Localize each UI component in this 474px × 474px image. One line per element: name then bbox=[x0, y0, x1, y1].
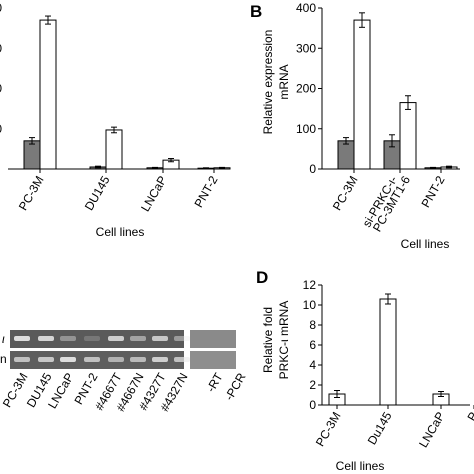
x-tick-label: PNT-2 bbox=[418, 173, 447, 210]
y-tick-label: 2 bbox=[309, 378, 316, 392]
x-tick-label: PC-3M bbox=[16, 174, 47, 213]
x-tick-label: PC-3M bbox=[313, 410, 344, 449]
x-tick-label: PNT-2 bbox=[191, 173, 220, 210]
panel-d: D Relative fold PRKC-ι mRNA 0 2 4 6 8 10 12 PC-3M D… bbox=[256, 268, 474, 473]
panel-label: D bbox=[256, 268, 268, 287]
bar bbox=[337, 140, 355, 170]
gel-lane-label: -RT bbox=[204, 370, 226, 395]
y-tick-label: 0 bbox=[0, 122, 2, 136]
panel-label: B bbox=[250, 2, 262, 21]
y-axis-label: Relative expression bbox=[261, 30, 275, 135]
x-tick-label: LNCaP bbox=[138, 174, 169, 215]
gel-control-lower bbox=[190, 351, 236, 369]
panel-a: 0 0 0 0 PC-3M DU145 LNCaP PNT-2 Cell lines bbox=[0, 1, 231, 239]
y-tick-label: 4 bbox=[309, 358, 316, 372]
gel-band bbox=[174, 357, 190, 362]
y-tick-label: 12 bbox=[303, 278, 317, 292]
y-tick-label: 10 bbox=[303, 298, 317, 312]
gel-band bbox=[130, 336, 146, 341]
x-axis-label: Cell lines bbox=[336, 459, 385, 473]
bar bbox=[379, 298, 397, 406]
gel-band bbox=[14, 336, 30, 341]
gel-band bbox=[84, 336, 100, 341]
x-tick-label: LNCaP bbox=[416, 410, 447, 451]
y-axis-label: PRKC-ι mRNA bbox=[277, 301, 291, 380]
bar bbox=[399, 102, 417, 170]
gel-row-label: n bbox=[0, 352, 7, 366]
x-tick-label: P bbox=[464, 410, 474, 424]
gel-band bbox=[108, 336, 124, 341]
gel-band bbox=[152, 336, 168, 341]
x-tick-label: PC-3M bbox=[330, 174, 361, 213]
y-tick-label: 100 bbox=[296, 122, 316, 136]
y-tick-label: 0 bbox=[0, 41, 2, 55]
gel-band bbox=[38, 357, 54, 362]
x-tick-label: DU145 bbox=[82, 173, 113, 213]
gel-band bbox=[60, 336, 76, 341]
panel-b: B Relative expression mRNA 0 100 200 300 400 PC-… bbox=[250, 1, 460, 251]
gel-band bbox=[152, 357, 168, 362]
gel-strip-upper bbox=[10, 330, 184, 348]
gel-band bbox=[60, 357, 76, 362]
y-axis-label: mRNA bbox=[277, 64, 291, 99]
gel-band bbox=[130, 357, 146, 362]
y-tick-label: 8 bbox=[309, 318, 316, 332]
bar bbox=[353, 19, 371, 170]
y-tick-label: 0 bbox=[0, 82, 2, 96]
gel-control-upper bbox=[190, 330, 236, 348]
x-axis-label: Cell lines bbox=[401, 237, 450, 251]
y-axis-label: Relative fold bbox=[261, 307, 275, 373]
panel-c-gel: ιnPC-3MDU145LNCaPPNT-2#4667T#4667N#4327T… bbox=[0, 330, 249, 414]
y-tick-label: 6 bbox=[309, 338, 316, 352]
y-tick-label: 0 bbox=[309, 398, 316, 412]
bar bbox=[105, 129, 123, 170]
y-tick-label: 400 bbox=[296, 1, 316, 15]
gel-band bbox=[38, 336, 54, 341]
gel-band bbox=[108, 357, 124, 362]
gel-band bbox=[84, 357, 100, 362]
gel-row-label: ι bbox=[2, 332, 5, 346]
bar bbox=[39, 19, 57, 170]
y-tick-label: 0 bbox=[0, 1, 2, 15]
x-axis-label: Cell lines bbox=[96, 225, 145, 239]
gel-band bbox=[14, 357, 30, 362]
x-tick-label: Du145 bbox=[365, 409, 395, 447]
y-tick-label: 300 bbox=[296, 41, 316, 55]
bar bbox=[23, 140, 41, 170]
gel-band bbox=[174, 336, 190, 341]
y-tick-label: 0 bbox=[309, 162, 316, 176]
y-tick-label: 200 bbox=[296, 82, 316, 96]
gel-lane-label: -PCR bbox=[222, 370, 249, 403]
